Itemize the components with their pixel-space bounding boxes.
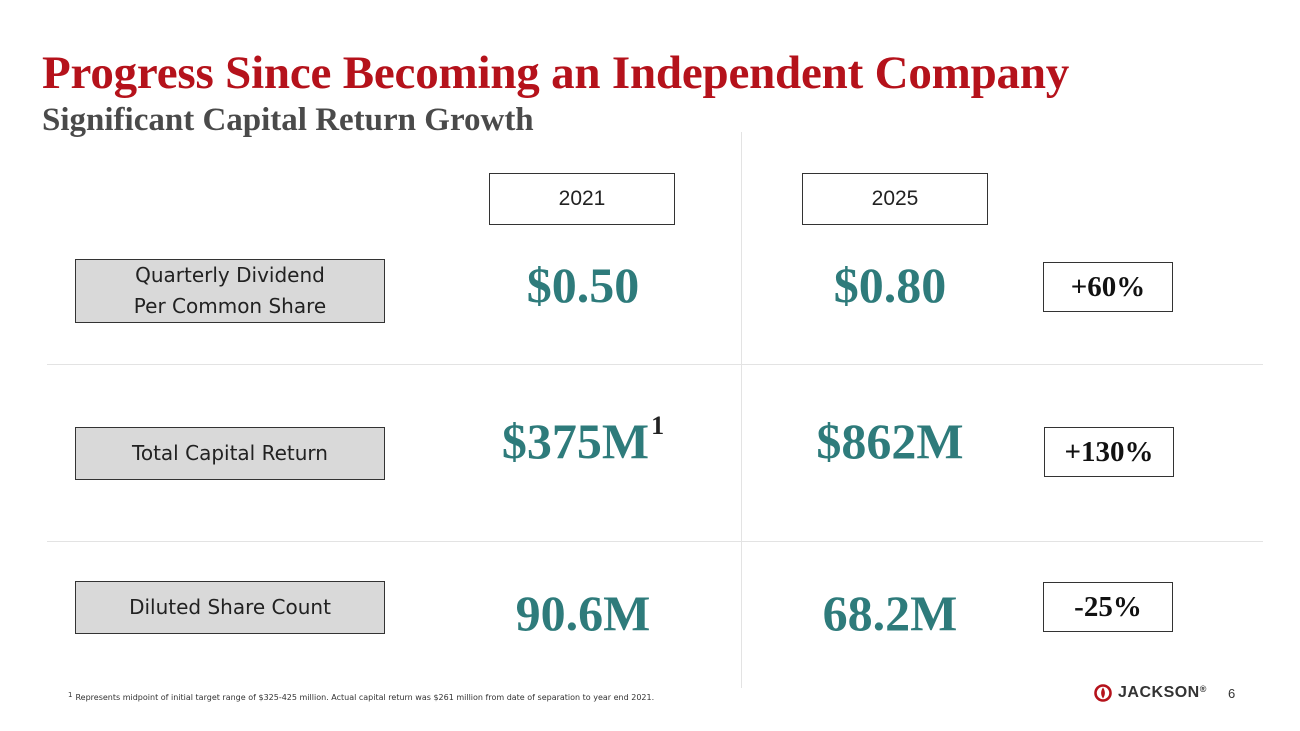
year-header-2021: 2021 bbox=[489, 173, 675, 225]
share-count-2025-value: 68.2M bbox=[822, 585, 958, 641]
footnote: 1 Represents midpoint of initial target r… bbox=[68, 691, 655, 702]
row-label-total-capital-return: Total Capital Return bbox=[75, 427, 385, 480]
capital-return-2021-value: $375M1 bbox=[433, 411, 733, 470]
jackson-logo-icon bbox=[1094, 684, 1112, 702]
column-divider bbox=[741, 132, 742, 688]
row-label-line-2: Per Common Share bbox=[133, 294, 327, 318]
page-title: Progress Since Becoming an Independent C… bbox=[42, 47, 1070, 99]
footnote-mark: 1 bbox=[68, 691, 73, 699]
jackson-logo-text: JACKSON® bbox=[1118, 684, 1207, 702]
row-divider-1 bbox=[47, 364, 1263, 365]
row-divider-2 bbox=[47, 541, 1263, 542]
capital-return-2025-value: $862M bbox=[816, 413, 964, 469]
row-label-quarterly-dividend: Quarterly Dividend Per Common Share bbox=[75, 259, 385, 323]
capital-return-change-badge: +130% bbox=[1044, 427, 1174, 477]
page-number: 6 bbox=[1228, 686, 1236, 701]
row-label-line-1: Quarterly Dividend bbox=[135, 263, 325, 287]
jackson-logo-registered: ® bbox=[1199, 684, 1207, 694]
dividend-2025-value: $0.80 bbox=[833, 257, 947, 313]
capital-return-2021-amount: $375M bbox=[501, 413, 650, 469]
page-subtitle: Significant Capital Return Growth bbox=[42, 102, 534, 138]
footnote-text: Represents midpoint of initial target ra… bbox=[75, 693, 655, 702]
dividend-2021-value: $0.50 bbox=[526, 257, 640, 313]
dividend-change-badge: +60% bbox=[1043, 262, 1173, 312]
jackson-logo-wordmark: JACKSON bbox=[1118, 684, 1200, 701]
footnote-reference: 1 bbox=[651, 411, 665, 440]
year-header-2025: 2025 bbox=[802, 173, 988, 225]
row-label-diluted-share-count: Diluted Share Count bbox=[75, 581, 385, 634]
share-count-change-badge: -25% bbox=[1043, 582, 1173, 632]
share-count-2021-value: 90.6M bbox=[515, 585, 651, 641]
jackson-logo: JACKSON® bbox=[1094, 684, 1207, 702]
